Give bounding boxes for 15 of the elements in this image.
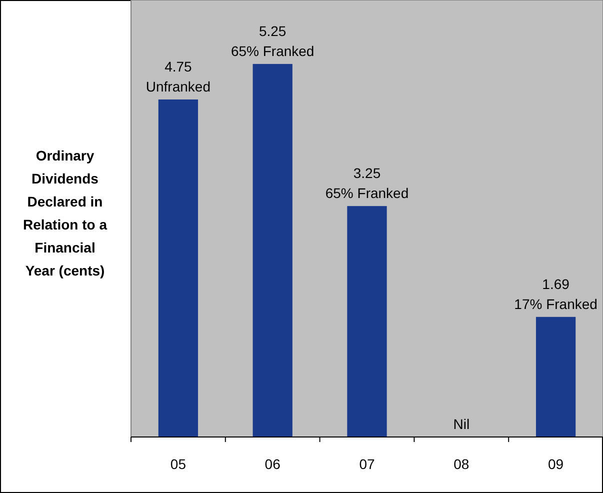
data-label: 4.75 Unfranked (146, 58, 210, 94)
y-axis-title: Ordinary Dividends Declared in Relation to a Financial Year (cents) (22, 148, 108, 278)
bar (158, 99, 198, 437)
bar (252, 64, 292, 437)
x-tick-label: 09 (548, 456, 564, 472)
x-tick-label: 06 (264, 456, 281, 472)
data-label: 3.25 65% Franked (325, 165, 409, 202)
x-tick-label: 05 (170, 456, 186, 472)
x-tick-label: 07 (359, 456, 375, 472)
data-label: 1.69 17% Franked (514, 276, 598, 312)
x-tick-label: 08 (454, 456, 470, 472)
data-label: Nil (453, 416, 470, 432)
bar (347, 206, 387, 437)
data-label: 5.25 65% Franked (230, 22, 314, 59)
bar (536, 316, 576, 437)
